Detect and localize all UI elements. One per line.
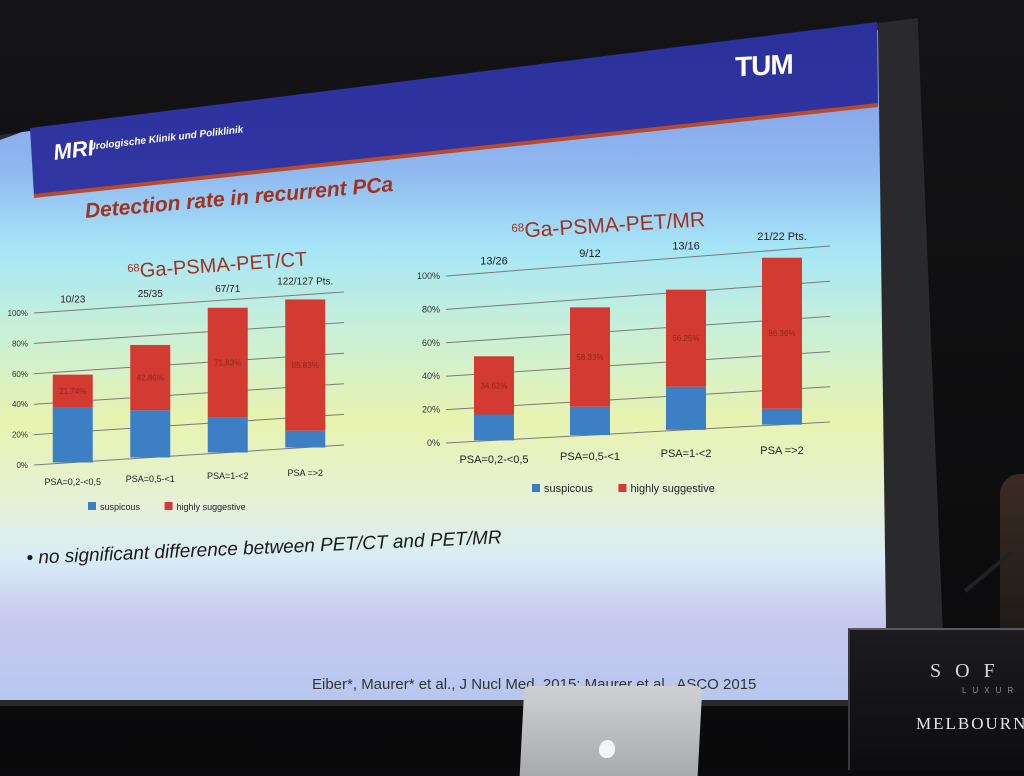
bar-segment-suspicous	[762, 408, 802, 425]
count-label: 67/71	[215, 284, 240, 295]
chart-title-sup: 68	[511, 222, 525, 235]
bar-segment-suspicous	[207, 417, 248, 453]
bar-segment-highly-suggestive	[207, 307, 248, 418]
y-tick-label: 60%	[422, 338, 440, 348]
x-tick-label: PSA=0,5-<1	[126, 474, 175, 484]
count-label: 9/12	[579, 248, 600, 260]
data-label: 71.83%	[214, 359, 241, 368]
legend-swatch	[532, 484, 540, 492]
legend-swatch	[164, 502, 173, 510]
bar-segment-suspicous	[52, 407, 93, 463]
y-tick-label: 60%	[12, 370, 28, 379]
gridline	[445, 245, 831, 277]
data-label: 42.86%	[137, 374, 164, 383]
bar-segment-highly-suggestive	[474, 356, 514, 415]
chart-group: 0%20%40%60%80%100%68Ga-PSMA-PET/CT21.74%…	[8, 248, 345, 512]
bar-segment-highly-suggestive	[666, 289, 706, 387]
bar-segment-suspicous	[666, 386, 706, 430]
legend-entry: highly suggestive	[177, 502, 246, 512]
x-tick-label: PSA=0,5-<1	[560, 451, 620, 463]
laptop	[519, 686, 703, 776]
data-label: 21.74%	[59, 387, 86, 396]
count-label: 13/26	[480, 255, 508, 267]
data-label: 86.36%	[768, 329, 795, 338]
y-tick-label: 100%	[8, 309, 28, 318]
legend-swatch	[88, 502, 96, 510]
y-tick-label: 20%	[422, 405, 440, 415]
x-tick-label: PSA=0,2-<0,5	[459, 454, 528, 466]
y-tick-label: 80%	[12, 339, 28, 348]
data-label: 85.83%	[292, 361, 319, 370]
y-tick-label: 80%	[422, 304, 440, 314]
bar-segment-highly-suggestive	[762, 257, 802, 409]
bar-segment-highly-suggestive	[52, 374, 93, 408]
bar-segment-highly-suggestive	[130, 344, 171, 411]
y-tick-label: 40%	[422, 371, 440, 381]
count-label: 10/23	[60, 294, 85, 305]
data-label: 58.33%	[576, 353, 603, 362]
count-label: 21/22 Pts.	[757, 231, 807, 243]
count-label: 13/16	[672, 240, 700, 252]
podium-tagline: LUXUR	[962, 686, 1020, 695]
x-tick-label: PSA=1-<2	[661, 448, 712, 460]
legend-entry: highly suggestive	[630, 483, 714, 495]
bar-segment-highly-suggestive	[570, 307, 610, 407]
apple-logo-icon	[598, 740, 616, 758]
data-label: 34.62%	[480, 381, 507, 390]
legend-entry: suspicous	[100, 502, 141, 512]
podium-city: MELBOURN	[916, 714, 1024, 733]
bar-segment-suspicous	[570, 406, 610, 436]
podium: SOF LUXUR MELBOURN	[848, 628, 1024, 770]
chart-title-text: Ga-PSMA-PET/MR	[524, 208, 706, 242]
y-tick-label: 0%	[16, 461, 28, 470]
count-label: 122/127 Pts.	[277, 277, 333, 288]
x-tick-label: PSA=0,2-<0,5	[44, 477, 101, 487]
bar-segment-highly-suggestive	[285, 299, 326, 431]
chart-group: 0% 20% 40% 60% 80% 100% 68Ga-PSMA-PET/MR 34.62%…	[417, 208, 831, 495]
bar-segment-suspicous	[474, 414, 514, 441]
count-label: 25/35	[138, 289, 163, 300]
x-tick-label: PSA=1-<2	[207, 471, 249, 481]
bar-segment-suspicous	[130, 410, 171, 458]
data-label: 56.25%	[672, 334, 699, 343]
chart-title-sup: 68	[127, 262, 140, 275]
x-tick-label: PSA =>2	[760, 445, 803, 457]
y-tick-label: 0%	[427, 438, 440, 448]
x-tick-label: PSA =>2	[287, 468, 323, 478]
y-tick-label: 20%	[12, 431, 28, 440]
legend-swatch	[618, 484, 627, 492]
podium-brand: SOF	[930, 660, 1009, 682]
bar-segment-suspicous	[285, 430, 326, 448]
gridline	[33, 291, 345, 314]
y-tick-label: 40%	[12, 400, 28, 409]
y-tick-label: 100%	[417, 271, 440, 281]
legend-entry: suspicous	[544, 483, 593, 495]
chart-title: 68Ga-PSMA-PET/MR	[511, 208, 706, 243]
